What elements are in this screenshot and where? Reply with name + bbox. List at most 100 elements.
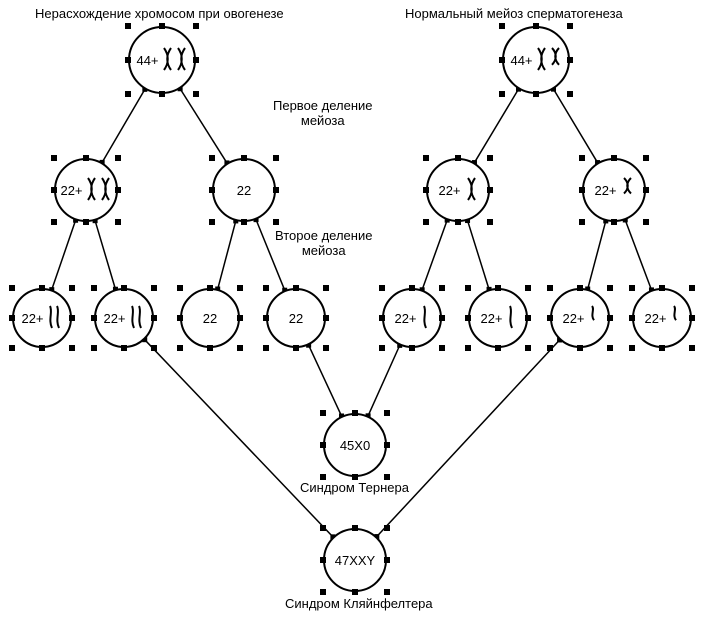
selection-handle — [525, 345, 531, 351]
selection-handle — [607, 345, 613, 351]
selection-handle — [659, 285, 665, 291]
selection-handle — [495, 345, 501, 351]
selection-handle — [384, 410, 390, 416]
selection-handle — [83, 219, 89, 225]
selection-handle — [577, 345, 583, 351]
n-o-top: 44+ — [128, 26, 196, 94]
selection-handle — [125, 57, 131, 63]
selection-handle — [611, 219, 617, 225]
selection-handle — [273, 155, 279, 161]
selection-handle — [499, 91, 505, 97]
selection-handle — [659, 345, 665, 351]
n-s-g3: 22+ — [550, 288, 610, 348]
selection-handle — [115, 187, 121, 193]
selection-handle — [499, 23, 505, 29]
n-o-m1b: 22 — [212, 158, 276, 222]
selection-handle — [487, 155, 493, 161]
n-o-g2-chrom-icon — [129, 304, 145, 333]
selection-handle — [629, 345, 635, 351]
selection-handle — [151, 285, 157, 291]
selection-handle — [384, 442, 390, 448]
selection-handle — [379, 345, 385, 351]
n-s-m1b-label: 22+ — [594, 183, 616, 198]
selection-handle — [91, 285, 97, 291]
n-o-m1a: 22+ — [54, 158, 118, 222]
selection-handle — [159, 23, 165, 29]
n-s-g4-chrom-icon — [670, 304, 680, 333]
selection-handle — [423, 219, 429, 225]
selection-handle — [209, 187, 215, 193]
selection-handle — [51, 187, 57, 193]
selection-handle — [689, 315, 695, 321]
n-o-g1-chrom-icon — [47, 304, 63, 333]
selection-handle — [237, 285, 243, 291]
selection-handle — [263, 285, 269, 291]
n-s-g1-chrom-icon — [420, 304, 430, 333]
selection-handle — [379, 285, 385, 291]
selection-handle — [39, 285, 45, 291]
selection-handle — [409, 345, 415, 351]
selection-handle — [409, 285, 415, 291]
n-o-g3-label: 22 — [203, 311, 217, 326]
selection-handle — [323, 285, 329, 291]
selection-handle — [643, 187, 649, 193]
selection-handle — [384, 589, 390, 595]
selection-handle — [455, 155, 461, 161]
n-s-top-chrom-icon — [536, 46, 562, 75]
selection-handle — [125, 23, 131, 29]
selection-handle — [241, 219, 247, 225]
n-s-g3-chrom-icon — [588, 304, 598, 333]
selection-handle — [273, 219, 279, 225]
n-o-g1: 22+ — [12, 288, 72, 348]
selection-handle — [237, 345, 243, 351]
selection-handle — [159, 91, 165, 97]
lbl-klinefelter: Синдром Кляйнфелтера — [285, 596, 433, 611]
selection-handle — [209, 155, 215, 161]
selection-handle — [320, 442, 326, 448]
selection-handle — [533, 91, 539, 97]
n-o-top-label: 44+ — [136, 53, 158, 68]
selection-handle — [487, 219, 493, 225]
selection-handle — [423, 155, 429, 161]
n-s-g2: 22+ — [468, 288, 528, 348]
selection-handle — [567, 57, 573, 63]
selection-handle — [465, 345, 471, 351]
selection-handle — [151, 315, 157, 321]
selection-handle — [39, 345, 45, 351]
n-turner: 45X0 — [323, 413, 387, 477]
selection-handle — [83, 155, 89, 161]
n-s-m1b-chrom-icon — [620, 176, 634, 205]
selection-handle — [455, 219, 461, 225]
selection-handle — [323, 315, 329, 321]
selection-handle — [495, 285, 501, 291]
selection-handle — [384, 557, 390, 563]
n-s-g1-label: 22+ — [394, 311, 416, 326]
selection-handle — [121, 285, 127, 291]
selection-handle — [643, 219, 649, 225]
selection-handle — [193, 57, 199, 63]
selection-handle — [439, 345, 445, 351]
selection-handle — [151, 345, 157, 351]
selection-handle — [237, 315, 243, 321]
n-turner-label: 45X0 — [340, 438, 370, 453]
selection-handle — [9, 345, 15, 351]
selection-handle — [352, 525, 358, 531]
n-o-g3: 22 — [180, 288, 240, 348]
selection-handle — [465, 285, 471, 291]
n-s-g4-label: 22+ — [644, 311, 666, 326]
selection-handle — [69, 345, 75, 351]
n-s-top-label: 44+ — [510, 53, 532, 68]
lbl-turner: Синдром Тернера — [300, 480, 409, 495]
selection-handle — [320, 589, 326, 595]
selection-handle — [320, 410, 326, 416]
selection-handle — [91, 315, 97, 321]
lbl-div2: Второе деление мейоза — [275, 228, 372, 258]
selection-handle — [352, 474, 358, 480]
selection-handle — [567, 23, 573, 29]
selection-handle — [579, 187, 585, 193]
n-o-m1a-chrom-icon — [86, 176, 112, 205]
selection-handle — [439, 285, 445, 291]
selection-handle — [193, 23, 199, 29]
n-s-g2-label: 22+ — [480, 311, 502, 326]
n-o-g2-label: 22+ — [103, 311, 125, 326]
